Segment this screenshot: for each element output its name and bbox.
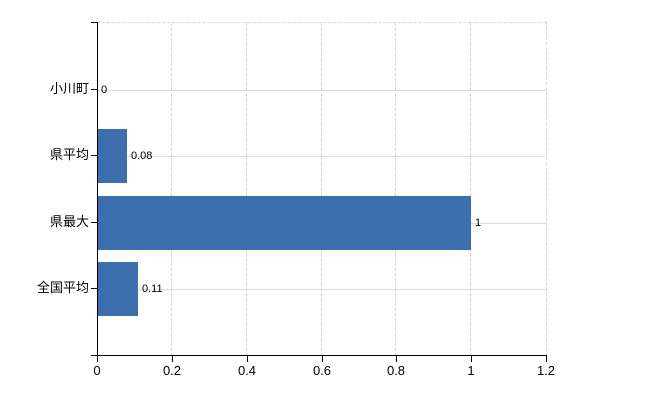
plot-area: 0 0.08 1 0.11 — [97, 22, 547, 356]
x-tick-label: 1 — [467, 363, 475, 378]
x-axis-tick — [471, 356, 472, 362]
category-label: 全国平均 — [36, 280, 89, 295]
gridline-vertical — [170, 23, 172, 356]
x-axis-tick — [396, 356, 397, 362]
x-tick-label: 0.6 — [312, 363, 332, 378]
y-axis-tick — [91, 288, 97, 289]
x-tick-label: 0.2 — [162, 363, 182, 378]
value-label: 0.11 — [142, 283, 163, 295]
category-label: 県最大 — [49, 214, 89, 229]
x-axis — [91, 355, 547, 356]
x-axis-tick — [172, 356, 173, 362]
bar — [97, 196, 471, 250]
gridline-horizontal — [97, 156, 546, 157]
category-label: 県平均 — [49, 147, 89, 162]
bar — [97, 262, 138, 316]
y-axis-tick — [91, 222, 97, 223]
bar — [97, 129, 127, 183]
value-label: 0.08 — [131, 150, 153, 162]
value-label: 0 — [101, 84, 108, 96]
category-label: 小川町 — [49, 81, 89, 96]
value-label: 1 — [475, 217, 482, 229]
gridline-vertical — [320, 23, 322, 356]
gridline-vertical — [395, 23, 397, 356]
gridline-vertical — [245, 23, 247, 356]
x-tick-label: 1.2 — [536, 363, 556, 378]
y-axis-tick — [91, 89, 97, 90]
x-axis-tick — [546, 356, 547, 362]
x-tick-label: 0 — [93, 363, 101, 378]
x-axis-tick — [247, 356, 248, 362]
gridline-horizontal — [97, 90, 546, 91]
x-tick-label: 0.8 — [386, 363, 406, 378]
x-axis-tick — [97, 356, 98, 362]
x-axis-tick — [322, 356, 323, 362]
gridline-horizontal — [97, 289, 546, 290]
x-tick-label: 0.4 — [237, 363, 257, 378]
y-axis — [97, 22, 98, 361]
y-axis-tick — [91, 22, 97, 23]
gridline-vertical — [470, 23, 472, 356]
y-axis-tick — [91, 155, 97, 156]
